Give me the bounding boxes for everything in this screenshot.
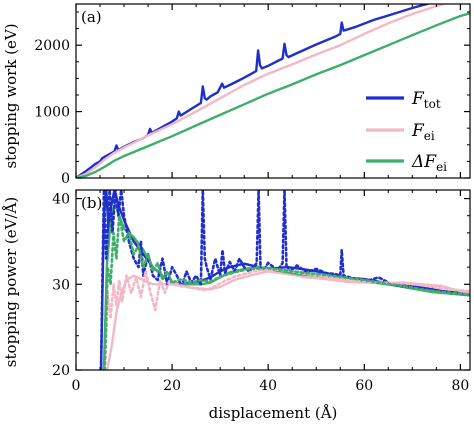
panel-a-label: (a): [81, 8, 102, 26]
y-tick-label-b: 20: [52, 363, 70, 379]
panel-a-series: [76, 4, 470, 178]
x-tick-label: 80: [451, 378, 469, 394]
panel-b-label: (b): [81, 194, 102, 212]
y-tick-label-b: 30: [52, 277, 70, 293]
y-tick-label-b: 40: [52, 192, 70, 208]
x-tick-label: 60: [355, 378, 373, 394]
series-b-F_ei-dotted: [103, 267, 470, 370]
series-a-F_ei-solid: [76, 4, 449, 178]
legend-label-dfei-main: ΔF: [411, 152, 437, 172]
legend: Ftot Fei ΔFei: [366, 89, 447, 174]
legend-label-ftot: Ftot: [411, 89, 441, 111]
x-tick-label: 40: [259, 378, 277, 394]
panel-a-frame: [75, 3, 471, 179]
legend-label-dfei-sub: ei: [436, 160, 447, 174]
legend-label-fei: Fei: [411, 121, 435, 143]
panel-b-series: [99, 190, 470, 370]
x-axis-label: displacement (Å): [209, 404, 338, 422]
panel-b-frame: [75, 189, 471, 371]
panel-a-ylabel: stopping work (eV): [2, 23, 20, 168]
y-tick-label-a: 1000: [34, 105, 70, 121]
panel-b-ylabel: stopping power (eV/Å): [2, 197, 20, 367]
legend-label-fei-sub: ei: [424, 129, 435, 143]
series-b-dF_ei-dotted: [103, 214, 470, 370]
panel-a-ticks: 0 1000 2000: [34, 4, 470, 187]
legend-label-ftot-sub: tot: [424, 97, 441, 111]
y-tick-label-a: 0: [61, 171, 70, 187]
x-tick-label: 20: [163, 378, 181, 394]
panel-a: 0 1000 2000 (a) stopping work (eV) Ftot Fe…: [2, 3, 471, 187]
legend-label-fei-main: F: [411, 121, 425, 141]
series-b-F_tot-dotted: [99, 190, 470, 370]
x-tick-label: 0: [72, 378, 81, 394]
y-tick-label-a: 2000: [34, 38, 70, 54]
series-a-dF_ei-solid: [76, 12, 470, 178]
legend-label-dfei: ΔFei: [411, 152, 447, 174]
legend-label-ftot-main: F: [411, 89, 425, 109]
